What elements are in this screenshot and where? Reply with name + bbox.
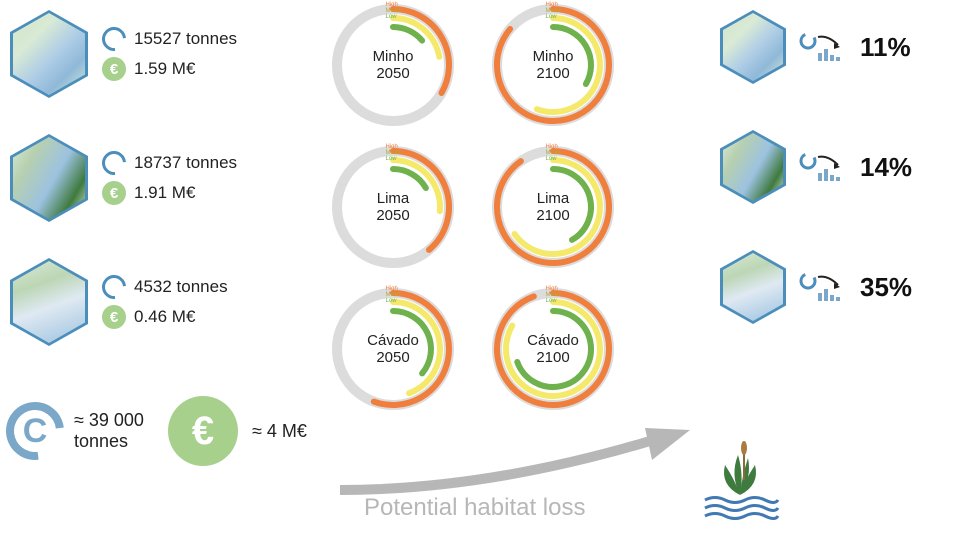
hex-map-lima: [10, 134, 88, 222]
habitat-loss-caption: Potential habitat loss: [364, 494, 585, 522]
carbon-value: 4532 tonnes: [134, 277, 228, 297]
loss-row-minho: 11%: [720, 10, 960, 84]
gauge-label: Minho2100: [488, 0, 618, 130]
estuary-row-cavado: 4532 tonnes € 0.46 M€: [10, 258, 270, 346]
hex-map-minho: [10, 10, 88, 98]
left-stats-column: 15527 tonnes € 1.59 M€ 18737 tonnes € 1.…: [10, 10, 270, 382]
gauge-minho-2050: High Mean Low Minho2050: [328, 0, 458, 130]
euro-total: ≈ 4 M€: [252, 421, 307, 442]
carbon-value: 15527 tonnes: [134, 29, 237, 49]
carbon-total-unit: tonnes: [74, 431, 144, 452]
euro-value: 1.59 M€: [134, 59, 195, 79]
estuary-row-lima: 18737 tonnes € 1.91 M€: [10, 134, 270, 222]
euro-icon: €: [102, 305, 126, 329]
euro-total-icon: €: [168, 396, 238, 466]
gauge-lima-2050: High Mean Low Lima2050: [328, 142, 458, 272]
gauge-label: Cávado2050: [328, 284, 458, 414]
gauge-minho-2100: High Mean Low Minho2100: [488, 0, 618, 130]
carbon-icon: [97, 270, 131, 304]
carbon-total-icon: C: [0, 390, 76, 471]
hex-map-cavado: [10, 258, 88, 346]
totals-row: C ≈ 39 000 tonnes € ≈ 4 M€: [6, 396, 307, 466]
carbon-value: 18737 tonnes: [134, 153, 237, 173]
trend-down-icon: [798, 149, 848, 185]
carbon-total: ≈ 39 000: [74, 410, 144, 431]
right-loss-column: 11% 14%: [720, 10, 960, 370]
loss-row-cavado: 35%: [720, 250, 960, 324]
hex-map-sm-cavado: [720, 250, 786, 324]
carbon-icon: [97, 146, 131, 180]
loss-pct: 35%: [860, 272, 912, 303]
gauge-grid: High Mean Low Minho2050 High Mean Low Mi…: [328, 0, 618, 426]
loss-pct: 14%: [860, 152, 912, 183]
habitat-loss-arrow: [330, 420, 700, 505]
loss-row-lima: 14%: [720, 130, 960, 204]
euro-icon: €: [102, 181, 126, 205]
marsh-plant-icon: [700, 440, 780, 525]
hex-map-sm-minho: [720, 10, 786, 84]
euro-value: 0.46 M€: [134, 307, 195, 327]
estuary-row-minho: 15527 tonnes € 1.59 M€: [10, 10, 270, 98]
gauge-lima-2100: High Mean Low Lima2100: [488, 142, 618, 272]
gauge-cávado-2100: High Mean Low Cávado2100: [488, 284, 618, 414]
gauge-label: Lima2100: [488, 142, 618, 272]
trend-down-icon: [798, 269, 848, 305]
gauge-label: Minho2050: [328, 0, 458, 130]
gauge-cávado-2050: High Mean Low Cávado2050: [328, 284, 458, 414]
carbon-icon: [97, 22, 131, 56]
trend-down-icon: [798, 29, 848, 65]
euro-value: 1.91 M€: [134, 183, 195, 203]
gauge-label: Cávado2100: [488, 284, 618, 414]
gauge-label: Lima2050: [328, 142, 458, 272]
hex-map-sm-lima: [720, 130, 786, 204]
loss-pct: 11%: [860, 32, 911, 63]
euro-icon: €: [102, 57, 126, 81]
